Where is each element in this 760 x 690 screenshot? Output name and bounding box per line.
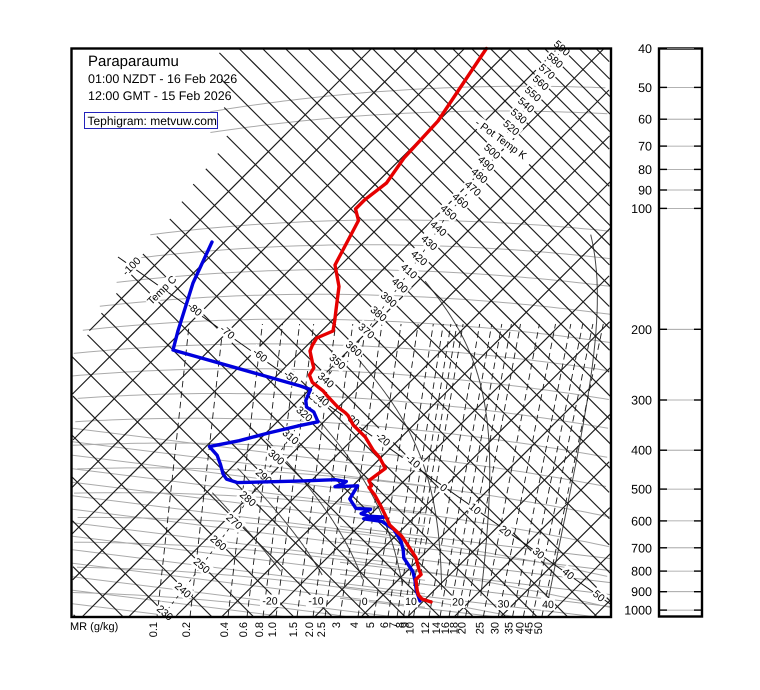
- svg-text:60: 60: [638, 113, 652, 127]
- svg-text:7: 7: [388, 622, 400, 628]
- svg-text:50: 50: [638, 81, 652, 95]
- svg-text:0.2: 0.2: [181, 622, 193, 637]
- svg-text:90: 90: [638, 184, 652, 198]
- svg-text:4: 4: [349, 622, 361, 628]
- svg-text:2.5: 2.5: [316, 622, 328, 637]
- svg-text:800: 800: [631, 565, 652, 579]
- svg-text:20: 20: [457, 622, 469, 634]
- svg-text:-10: -10: [308, 596, 323, 608]
- svg-text:3: 3: [331, 622, 343, 628]
- svg-text:01:00 NZDT - 16 Feb 2026: 01:00 NZDT - 16 Feb 2026: [88, 72, 237, 86]
- svg-text:5: 5: [365, 622, 377, 628]
- svg-text:MR (g/kg): MR (g/kg): [70, 621, 118, 633]
- svg-text:Tephigram: metvuw.com: Tephigram: metvuw.com: [88, 114, 217, 128]
- svg-text:12:00 GMT - 15 Feb 2026: 12:00 GMT - 15 Feb 2026: [88, 89, 232, 103]
- svg-text:12: 12: [420, 622, 432, 634]
- svg-text:18: 18: [449, 622, 461, 634]
- svg-text:100: 100: [631, 202, 652, 216]
- svg-text:900: 900: [631, 585, 652, 599]
- svg-text:25: 25: [474, 622, 486, 634]
- svg-text:30: 30: [489, 622, 501, 634]
- svg-text:45: 45: [524, 622, 536, 634]
- svg-text:70: 70: [638, 140, 652, 154]
- svg-text:10: 10: [405, 622, 417, 634]
- svg-text:0.1: 0.1: [148, 622, 160, 637]
- svg-text:16: 16: [440, 622, 452, 634]
- svg-text:400: 400: [631, 444, 652, 458]
- svg-text:1.5: 1.5: [288, 622, 300, 637]
- svg-text:10: 10: [405, 596, 417, 608]
- svg-text:35: 35: [504, 622, 516, 634]
- svg-text:600: 600: [631, 514, 652, 528]
- svg-text:Paraparaumu: Paraparaumu: [88, 53, 179, 70]
- svg-text:500: 500: [631, 483, 652, 497]
- svg-text:20: 20: [452, 596, 464, 608]
- svg-text:40: 40: [638, 42, 652, 56]
- svg-text:200: 200: [631, 323, 652, 337]
- svg-text:2.0: 2.0: [304, 622, 316, 637]
- svg-text:14: 14: [431, 622, 443, 634]
- svg-text:30: 30: [498, 599, 510, 611]
- svg-text:0: 0: [362, 596, 368, 608]
- svg-text:80: 80: [638, 163, 652, 177]
- svg-text:6: 6: [379, 622, 391, 628]
- svg-text:40: 40: [542, 599, 554, 611]
- svg-text:700: 700: [631, 541, 652, 555]
- svg-text:50: 50: [533, 622, 545, 634]
- svg-text:0.6: 0.6: [238, 622, 250, 637]
- svg-text:300: 300: [631, 394, 652, 408]
- svg-text:0.4: 0.4: [219, 622, 231, 637]
- svg-text:9: 9: [400, 622, 412, 628]
- svg-text:40: 40: [514, 622, 526, 634]
- svg-text:0.8: 0.8: [254, 622, 266, 637]
- svg-text:-20: -20: [262, 596, 277, 608]
- svg-text:8: 8: [395, 622, 407, 628]
- svg-text:1000: 1000: [624, 604, 652, 618]
- svg-text:1.0: 1.0: [267, 622, 279, 637]
